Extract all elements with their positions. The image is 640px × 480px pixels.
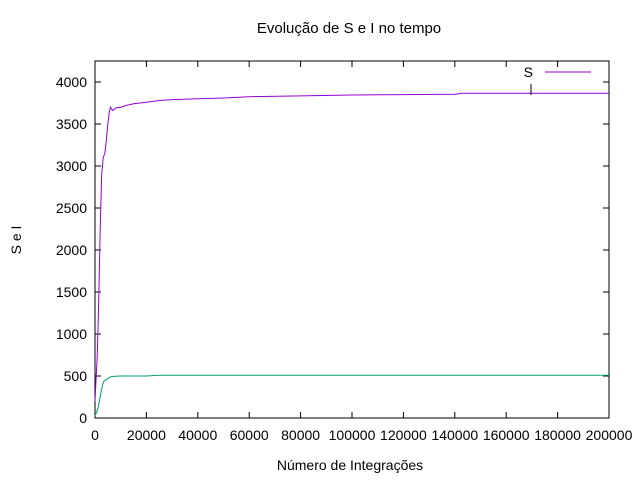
y-tick-label: 500 xyxy=(64,368,88,384)
y-tick-label: 1500 xyxy=(56,284,87,300)
y-tick-label: 2500 xyxy=(56,200,87,216)
x-tick-label: 140000 xyxy=(431,427,478,443)
x-tick-label: 100000 xyxy=(329,427,376,443)
x-axis-label: Número de Integrações xyxy=(277,457,423,473)
series-line-1 xyxy=(94,92,609,402)
y-axis-label: S e I xyxy=(8,226,24,255)
series-line-2 xyxy=(94,374,609,416)
x-tick-label: 0 xyxy=(91,427,99,443)
y-tick-label: 4000 xyxy=(56,74,87,90)
x-tick-label: 180000 xyxy=(534,427,581,443)
y-tick-label: 1000 xyxy=(56,326,87,342)
legend: S xyxy=(524,64,591,95)
legend-label: S xyxy=(524,64,533,80)
y-tick-label: 3500 xyxy=(56,116,87,132)
x-tick-label: 160000 xyxy=(483,427,530,443)
y-tick-label: 3000 xyxy=(56,158,87,174)
x-tick-label: 200000 xyxy=(586,427,633,443)
x-tick-label: 40000 xyxy=(178,427,217,443)
x-tick-label: 80000 xyxy=(281,427,320,443)
x-tick-label: 20000 xyxy=(127,427,166,443)
y-tick-label: 2000 xyxy=(56,242,87,258)
y-tick-label: 0 xyxy=(79,410,87,426)
x-tick-label: 120000 xyxy=(380,427,427,443)
plot-border xyxy=(94,60,610,419)
x-tick-label: 60000 xyxy=(230,427,269,443)
chart-title: Evolução de S e I no tempo xyxy=(257,20,441,37)
